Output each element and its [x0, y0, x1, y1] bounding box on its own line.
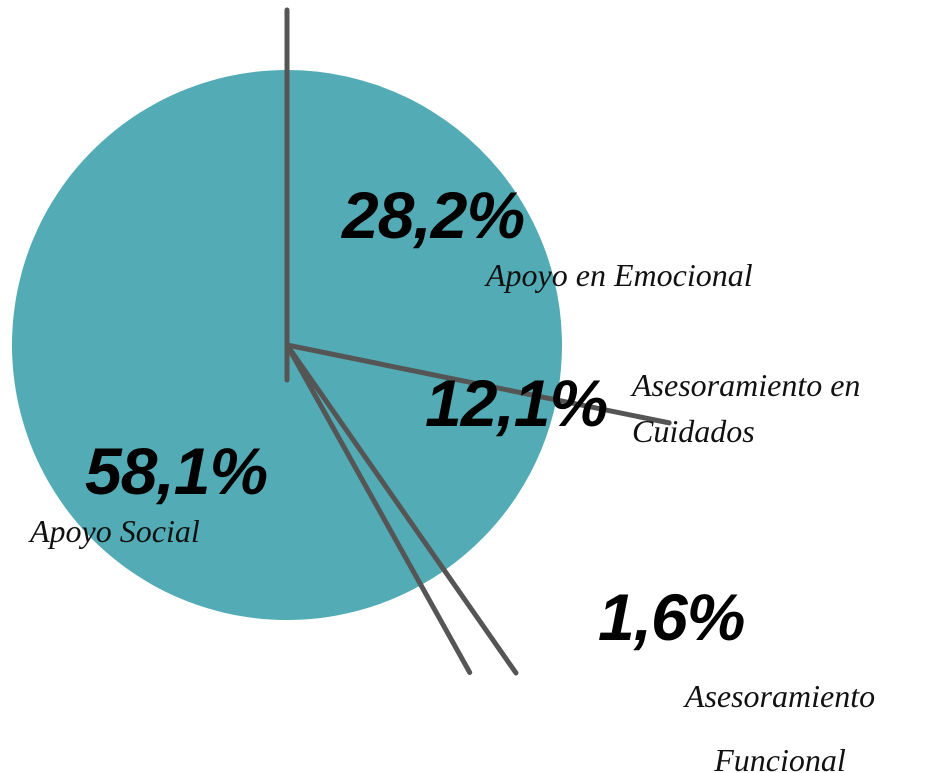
slice-divider	[284, 342, 519, 676]
pie-slice	[287, 70, 562, 400]
category-label: Apoyo en Emocional	[486, 257, 753, 293]
value-label: 28,2%	[342, 178, 525, 252]
value-label: 58,1%	[85, 434, 268, 508]
category-label: Apoyo Social	[30, 513, 200, 549]
pie-slice	[11, 70, 421, 620]
pie-slice	[287, 345, 557, 571]
category-label: Asesoramiento Funcional	[684, 678, 876, 773]
slice-divider	[284, 342, 473, 675]
category-label: Asesoramiento en Cuidados	[632, 367, 861, 450]
value-label: 12,1%	[425, 366, 608, 440]
slice-divider	[284, 342, 672, 426]
value-label: 1,6%	[598, 580, 745, 654]
